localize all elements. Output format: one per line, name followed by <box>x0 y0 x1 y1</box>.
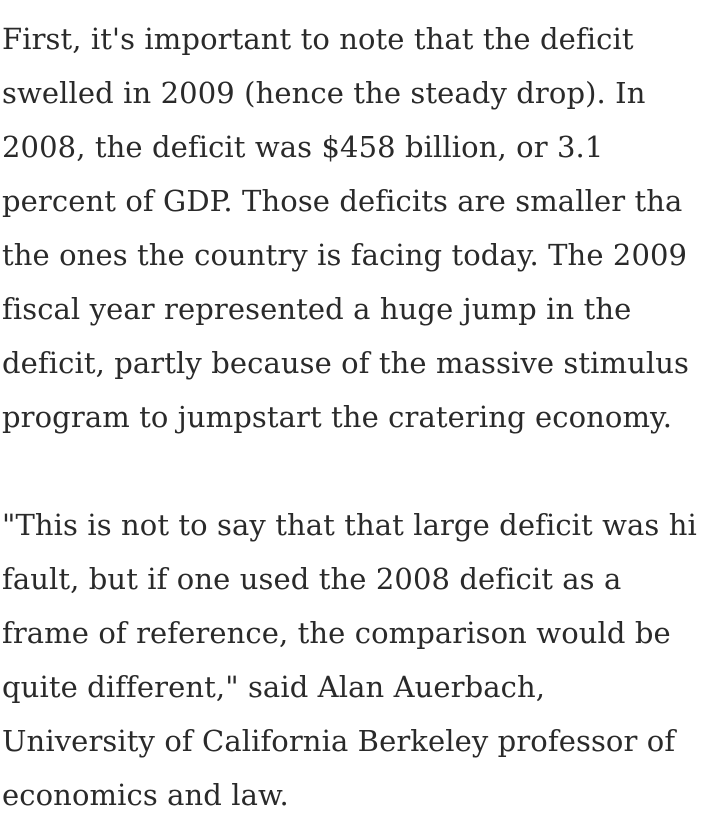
text-line: fault, but if one used the 2008 deficit … <box>2 562 622 596</box>
text-line: frame of reference, the comparison would… <box>2 616 671 650</box>
paragraph-auerbach-quote: "This is not to say that that large defi… <box>2 498 725 822</box>
text-line: percent of GDP. Those deficits are small… <box>2 184 683 218</box>
text-line: quite different," said Alan Auerbach, <box>2 670 546 704</box>
text-line: First, it's important to note that the d… <box>2 22 634 56</box>
text-line: program to jumpstart the cratering econo… <box>2 400 673 434</box>
text-line: University of California Berkeley profes… <box>2 724 676 758</box>
text-line: fiscal year represented a huge jump in t… <box>2 292 632 326</box>
paragraph-spacer <box>2 444 725 498</box>
text-line: "This is not to say that that large defi… <box>2 508 697 542</box>
text-line: 2008, the deficit was $458 billion, or 3… <box>2 130 604 164</box>
text-line: economics and law. <box>2 778 289 812</box>
text-line: the ones the country is facing today. Th… <box>2 238 688 272</box>
text-line: swelled in 2009 (hence the steady drop).… <box>2 76 646 110</box>
article-body: First, it's important to note that the d… <box>2 12 725 822</box>
paragraph-deficit-2009: First, it's important to note that the d… <box>2 12 725 444</box>
text-line: deficit, partly because of the massive s… <box>2 346 690 380</box>
